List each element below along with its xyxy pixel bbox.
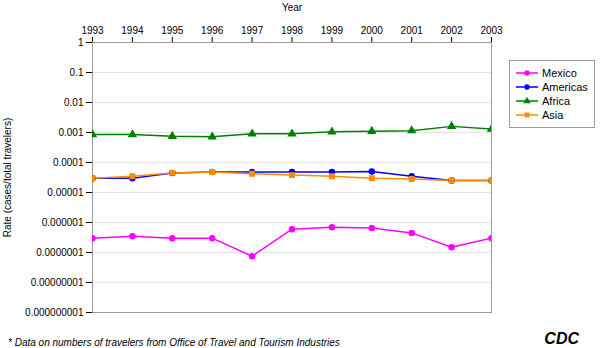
- svg-text:1: 1: [78, 37, 84, 48]
- svg-text:0.0001: 0.0001: [53, 157, 84, 168]
- svg-text:Year: Year: [282, 2, 303, 13]
- html-text:Africa: Africa: [542, 95, 571, 107]
- svg-text:0.1: 0.1: [70, 67, 84, 78]
- svg-text:1996: 1996: [201, 25, 224, 36]
- svg-text:2003: 2003: [480, 25, 503, 36]
- svg-text:0.0000001: 0.0000001: [36, 247, 84, 258]
- svg-text:0.01: 0.01: [64, 97, 84, 108]
- html-text:CDC: CDC: [544, 330, 579, 347]
- svg-text:1998: 1998: [281, 25, 304, 36]
- svg-text:0.00000001: 0.00000001: [31, 277, 84, 288]
- html-text:* Data on numbers of travelers: * Data on numbers of travelers from Offi…: [8, 337, 340, 348]
- svg-text:0.000001: 0.000001: [42, 217, 84, 228]
- svg-text:1995: 1995: [161, 25, 184, 36]
- html-text:Americas: Americas: [542, 81, 588, 93]
- svg-text:Rate (cases/total travelers): Rate (cases/total travelers): [2, 118, 13, 238]
- svg-text:2000: 2000: [361, 25, 384, 36]
- svg-text:0.00001: 0.00001: [47, 187, 84, 198]
- svg-text:2001: 2001: [401, 25, 424, 36]
- svg-text:0.001: 0.001: [58, 127, 83, 138]
- svg-text:1997: 1997: [241, 25, 264, 36]
- svg-text:0.000000001: 0.000000001: [25, 307, 84, 318]
- svg-text:1999: 1999: [321, 25, 344, 36]
- svg-text:1994: 1994: [121, 25, 144, 36]
- svg-text:1993: 1993: [81, 25, 104, 36]
- html-text:Mexico: Mexico: [542, 67, 577, 79]
- svg-text:2002: 2002: [440, 25, 463, 36]
- html-text:Asia: Asia: [542, 109, 564, 121]
